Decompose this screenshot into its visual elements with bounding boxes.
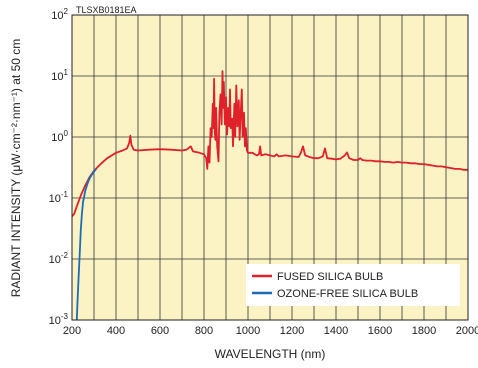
y-tick-label: 102 bbox=[51, 7, 68, 22]
x-axis-label: WAVELENGTH (nm) bbox=[215, 347, 326, 361]
x-ticks: 200 400 600 800 1000 1200 1400 1600 1800 2000 bbox=[63, 325, 478, 337]
legend-box bbox=[246, 264, 460, 306]
legend-label-2: OZONE-FREE SILICA BULB bbox=[277, 288, 418, 300]
chart-note: TLSXB0181EA bbox=[76, 5, 137, 15]
y-tick-label: 100 bbox=[51, 129, 68, 144]
y-tick-label: 101 bbox=[51, 68, 68, 83]
plot-frame bbox=[71, 14, 469, 321]
x-tick-label: 200 bbox=[63, 325, 81, 337]
x-tick-label: 1600 bbox=[368, 325, 392, 337]
x-tick-label: 1400 bbox=[324, 325, 348, 337]
legend-label-1: FUSED SILICA BULB bbox=[277, 271, 383, 283]
x-tick-label: 1200 bbox=[280, 325, 304, 337]
y-ticks: 10-3 10-2 10-1 100 101 102 bbox=[49, 7, 69, 327]
y-tick-label: 10-2 bbox=[49, 251, 69, 266]
x-tick-label: 1000 bbox=[236, 325, 260, 337]
x-tick-label: 600 bbox=[151, 325, 169, 337]
x-tick-label: 400 bbox=[107, 325, 125, 337]
x-tick-label: 1800 bbox=[412, 325, 436, 337]
x-tick-label: 2000 bbox=[456, 325, 478, 337]
series-line-2 bbox=[75, 168, 97, 321]
y-axis-label: RADIANT INTENSITY (μW·cm⁻²·nm⁻¹) at 50 c… bbox=[9, 39, 23, 297]
y-tick-label: 10-1 bbox=[49, 190, 69, 205]
series-group bbox=[71, 70, 468, 321]
legend: FUSED SILICA BULB OZONE-FREE SILICA BULB bbox=[246, 264, 460, 306]
x-tick-label: 800 bbox=[195, 325, 213, 337]
series-line-1 bbox=[71, 70, 468, 217]
y-tick-label: 10-3 bbox=[49, 312, 69, 327]
